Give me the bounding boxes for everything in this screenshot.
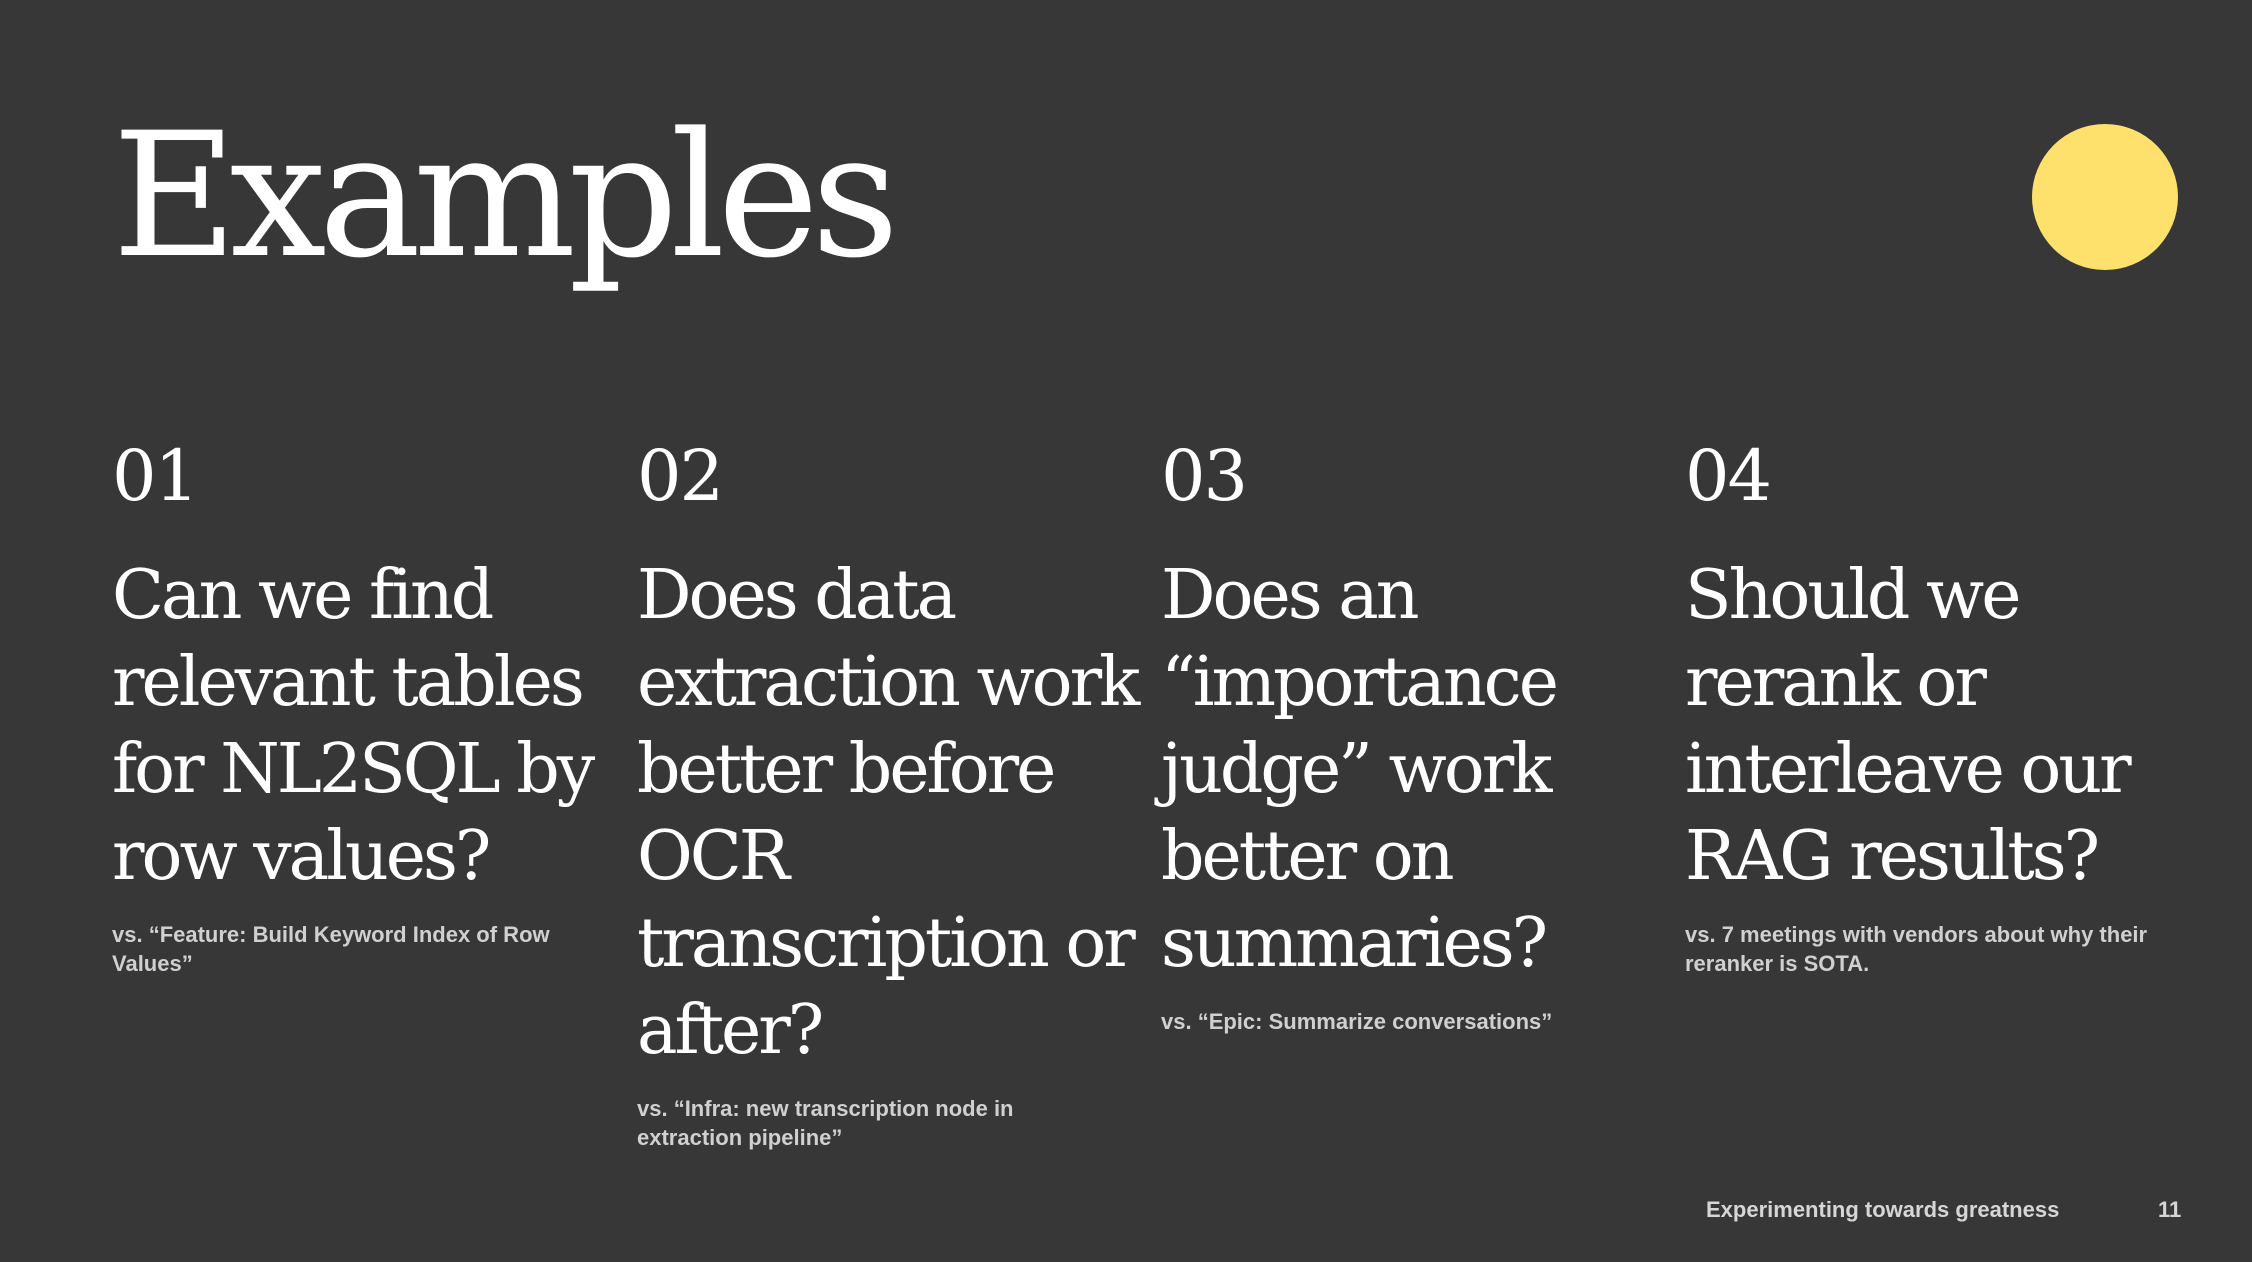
example-column-2: 02 Does data extraction work better befo… bbox=[637, 436, 1142, 1152]
example-number: 01 bbox=[112, 435, 199, 517]
example-question: Does an “importance judge” work better o… bbox=[1161, 556, 1559, 983]
example-note: vs. “Epic: Summarize conversations” bbox=[1161, 1009, 1553, 1034]
example-question: Should we rerank or interleave our RAG r… bbox=[1685, 556, 2132, 896]
example-number: 02 bbox=[637, 435, 724, 517]
example-column-4: 04 Should we rerank or interleave our RA… bbox=[1685, 436, 2190, 978]
yellow-circle-decoration bbox=[2032, 124, 2178, 270]
example-question: Does data extraction work better before … bbox=[637, 556, 1140, 1070]
footer-caption: Experimenting towards greatness bbox=[1706, 1197, 2060, 1222]
example-note: vs. “Infra: new transcription node in ex… bbox=[637, 1096, 1014, 1150]
example-note: vs. 7 meetings with vendors about why th… bbox=[1685, 922, 2148, 976]
example-note: vs. “Feature: Build Keyword Index of Row… bbox=[112, 922, 550, 976]
slide-title: Examples bbox=[112, 95, 899, 296]
example-number: 04 bbox=[1685, 435, 1772, 517]
example-column-3: 03 Does an “importance judge” work bette… bbox=[1161, 436, 1666, 1036]
example-column-1: 01 Can we find relevant tables for NL2SQ… bbox=[112, 436, 617, 978]
example-question: Can we find relevant tables for NL2SQL b… bbox=[112, 556, 595, 896]
page-number: 11 bbox=[2158, 1197, 2182, 1222]
example-number: 03 bbox=[1161, 435, 1248, 517]
